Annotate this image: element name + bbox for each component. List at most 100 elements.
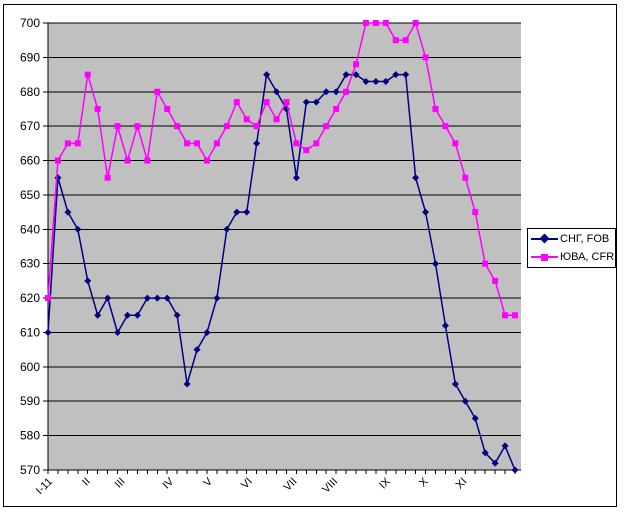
data-point-square [94, 105, 101, 112]
data-point-diamond [223, 225, 231, 233]
data-point-square [243, 116, 250, 123]
square-marker-icon [541, 253, 548, 261]
data-point-diamond [233, 208, 241, 216]
y-tick-label: 690 [20, 50, 40, 64]
data-point-square [84, 71, 91, 78]
data-point-square [362, 20, 369, 26]
data-point-diamond [253, 139, 261, 147]
data-point-diamond [382, 77, 390, 85]
data-point-diamond [163, 294, 171, 302]
data-point-square [64, 140, 71, 147]
data-point-diamond [114, 328, 122, 336]
data-point-square [114, 123, 121, 130]
legend-entry-sng-fob: СНГ, FOB [531, 231, 612, 247]
data-point-square [452, 140, 459, 147]
data-point-diamond [471, 414, 479, 422]
data-point-diamond [312, 98, 320, 106]
y-tick-label: 660 [20, 154, 40, 168]
data-point-diamond [342, 71, 350, 79]
data-point-diamond [273, 88, 281, 96]
data-point-square [253, 123, 260, 130]
y-tick-label: 600 [20, 360, 40, 374]
data-point-diamond [402, 71, 410, 79]
y-tick-label: 580 [20, 429, 40, 443]
data-point-diamond [203, 328, 211, 336]
data-point-square [223, 123, 230, 130]
x-tick-label: II [80, 476, 93, 489]
data-point-square [353, 61, 360, 68]
data-point-square [511, 312, 518, 319]
y-tick-label: 590 [20, 394, 40, 408]
data-point-diamond [501, 442, 509, 450]
data-point-diamond [322, 88, 330, 96]
data-point-square [392, 37, 399, 44]
chart-legend: СНГ, FOB ЮВА, CFR [527, 228, 616, 268]
data-point-diamond [292, 174, 300, 182]
series-line-0 [47, 72, 516, 471]
data-point-diamond [143, 294, 151, 302]
x-tick-label: I-11 [34, 476, 55, 497]
data-point-diamond [104, 294, 112, 302]
data-point-square [462, 174, 469, 181]
data-point-diamond [94, 311, 102, 319]
legend-label-yuva-cfr: ЮВА, CFR [560, 250, 615, 263]
x-tick-label: X [417, 475, 431, 489]
data-point-square [472, 209, 479, 216]
data-point-square [442, 123, 449, 130]
data-point-diamond [491, 459, 499, 467]
data-point-square [412, 20, 419, 26]
data-point-diamond [64, 208, 72, 216]
data-point-diamond [84, 277, 92, 285]
data-point-square [54, 157, 61, 164]
data-point-square [432, 105, 439, 112]
data-point-square [283, 99, 290, 106]
data-point-square [323, 123, 330, 130]
y-tick-label: 570 [20, 463, 40, 477]
data-point-diamond [461, 397, 469, 405]
x-tick-label: V [201, 475, 215, 489]
y-tick-label: 650 [20, 188, 40, 202]
y-tick-label: 620 [20, 291, 40, 305]
y-tick-label: 610 [20, 325, 40, 339]
data-point-diamond [173, 311, 181, 319]
data-point-diamond [153, 294, 161, 302]
data-point-diamond [352, 71, 360, 79]
x-tick-label: IV [160, 475, 176, 491]
data-point-diamond [133, 311, 141, 319]
data-point-square [422, 54, 429, 61]
data-point-diamond [243, 208, 251, 216]
data-point-diamond [441, 322, 449, 330]
y-tick-label: 630 [20, 257, 40, 271]
data-point-square [194, 140, 201, 147]
data-point-square [372, 20, 379, 26]
data-point-diamond [451, 380, 459, 388]
data-point-square [303, 147, 310, 154]
data-point-square [45, 295, 51, 302]
x-tick-label: III [113, 476, 128, 491]
data-point-diamond [372, 77, 380, 85]
data-point-diamond [392, 71, 400, 79]
legend-sample-line [531, 251, 558, 263]
data-point-square [263, 99, 270, 106]
data-point-square [104, 174, 111, 181]
data-point-square [402, 37, 409, 44]
data-point-diamond [432, 260, 440, 268]
y-tick-label: 680 [20, 85, 40, 99]
data-point-square [134, 123, 141, 130]
data-point-square [382, 20, 389, 26]
x-tick-label: IX [377, 475, 393, 491]
y-tick-label: 700 [20, 16, 40, 30]
x-tick-label: XI [454, 476, 470, 492]
data-point-square [184, 140, 191, 147]
data-point-diamond [511, 466, 519, 474]
x-tick-label: VI [239, 476, 255, 492]
y-tick-label: 670 [20, 119, 40, 133]
data-point-square [482, 260, 489, 267]
data-point-diamond [74, 225, 82, 233]
data-point-diamond [193, 346, 201, 354]
diamond-marker-icon [539, 233, 550, 244]
data-point-diamond [302, 98, 310, 106]
data-point-diamond [332, 88, 340, 96]
legend-label-sng-fob: СНГ, FOB [560, 233, 610, 246]
